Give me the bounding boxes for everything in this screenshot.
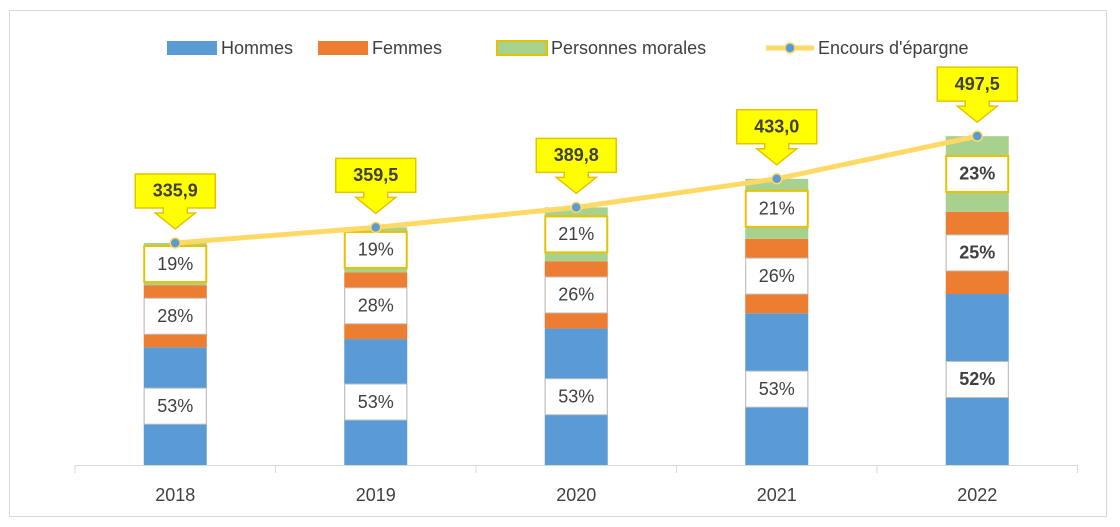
data-label: 53% — [358, 392, 394, 412]
line-value-label: 335,9 — [153, 181, 198, 201]
line-value-label: 389,8 — [554, 145, 599, 165]
data-label: 28% — [157, 306, 193, 326]
data-label-box — [343, 230, 408, 269]
line-value-label: 433,0 — [754, 117, 799, 137]
data-label-box — [745, 370, 809, 408]
x-tick-label: 2019 — [356, 485, 396, 505]
legend-label: Encours d'épargne — [818, 38, 969, 58]
line-value-label: 359,5 — [353, 165, 398, 185]
data-label-box — [544, 215, 609, 254]
x-tick-label: 2018 — [155, 485, 195, 505]
legend-label: Hommes — [221, 38, 293, 58]
x-tick-label: 2021 — [757, 485, 797, 505]
data-label-box — [344, 287, 408, 325]
legend-swatch — [496, 40, 548, 56]
data-label: 26% — [558, 285, 594, 305]
data-label-box — [143, 387, 207, 425]
data-label: 53% — [558, 386, 594, 406]
line-marker — [771, 173, 783, 185]
data-label: 28% — [358, 296, 394, 316]
data-label-box — [544, 378, 608, 416]
data-label-box — [143, 297, 207, 335]
callout-box — [936, 66, 1018, 124]
legend-label: Femmes — [372, 38, 442, 58]
x-tick-label: 2022 — [957, 485, 997, 505]
data-label-box — [544, 276, 608, 314]
line-marker — [570, 201, 582, 214]
line-marker — [169, 237, 181, 249]
data-label: 19% — [358, 240, 394, 260]
data-label-box — [745, 257, 809, 295]
legend-marker — [784, 42, 796, 54]
legend-label: Personnes morales — [551, 38, 706, 58]
data-label: 53% — [759, 379, 795, 399]
callout-box — [134, 173, 216, 230]
data-label: 21% — [558, 224, 594, 244]
data-label: 26% — [759, 266, 795, 286]
data-label: 52% — [959, 369, 995, 389]
data-label: 19% — [157, 254, 193, 274]
data-label: 53% — [157, 396, 193, 416]
callout-box — [535, 137, 617, 195]
legend-swatch — [318, 41, 368, 55]
callout-box — [335, 157, 417, 215]
data-label-box — [945, 360, 1009, 398]
data-label: 25% — [959, 243, 995, 263]
data-label-box — [744, 189, 809, 228]
line-marker — [370, 221, 382, 234]
data-label-box — [945, 234, 1009, 272]
data-label: 21% — [759, 199, 795, 219]
data-label: 23% — [959, 164, 995, 184]
data-label-box — [945, 154, 1010, 193]
x-tick-label: 2020 — [556, 485, 596, 505]
line-marker — [971, 130, 983, 142]
line-value-label: 497,5 — [955, 74, 1000, 94]
callout-box — [736, 109, 818, 166]
legend-swatch — [167, 41, 217, 55]
data-label-box — [344, 383, 408, 421]
